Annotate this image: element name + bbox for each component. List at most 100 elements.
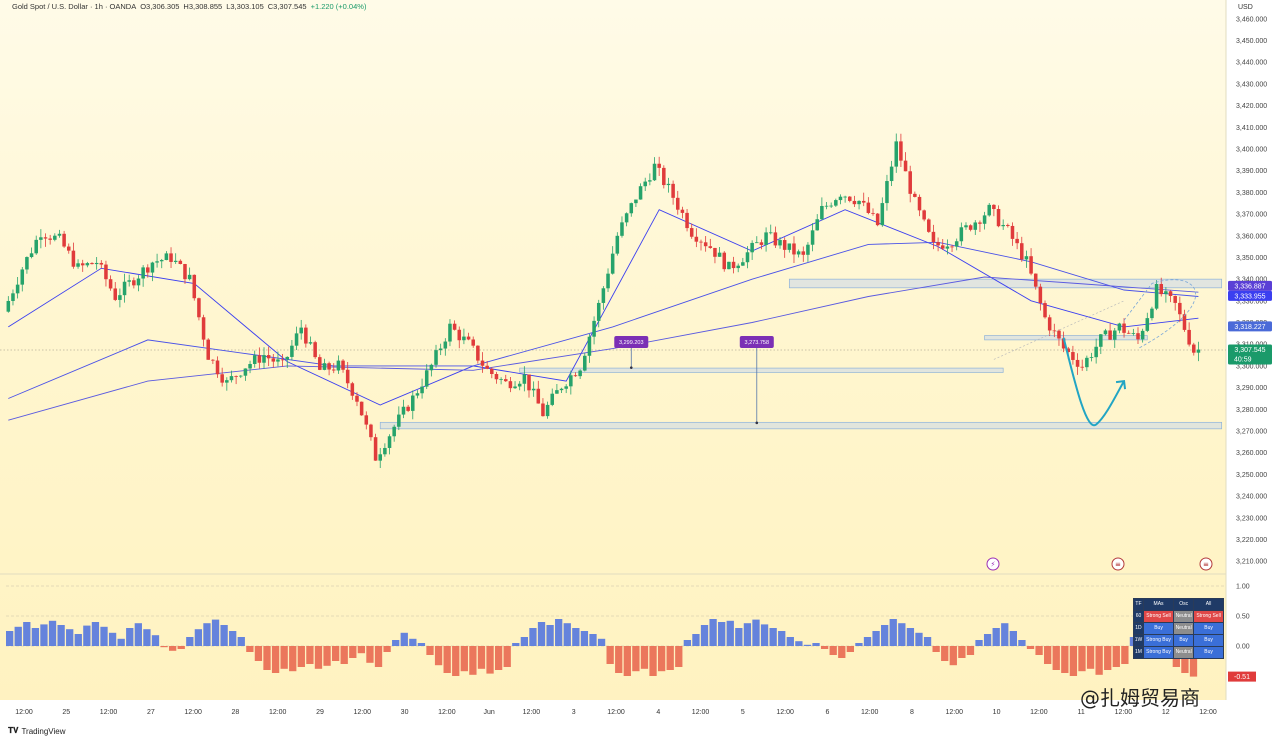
candle[interactable] bbox=[741, 262, 745, 266]
candle[interactable] bbox=[1150, 308, 1154, 319]
candle[interactable] bbox=[401, 406, 406, 415]
candle[interactable] bbox=[940, 245, 945, 249]
candle[interactable] bbox=[950, 246, 954, 248]
candle[interactable] bbox=[689, 228, 694, 237]
support-resistance-zone[interactable] bbox=[788, 278, 1223, 289]
candle[interactable] bbox=[1075, 359, 1080, 367]
candle[interactable] bbox=[1145, 318, 1150, 331]
candle[interactable] bbox=[550, 393, 555, 405]
candle[interactable] bbox=[871, 212, 875, 214]
candle[interactable] bbox=[699, 241, 703, 243]
candle[interactable] bbox=[387, 436, 392, 448]
candle[interactable] bbox=[1112, 330, 1117, 340]
candle[interactable] bbox=[782, 240, 787, 250]
candle[interactable] bbox=[1047, 317, 1052, 331]
candle[interactable] bbox=[136, 278, 141, 286]
candle[interactable] bbox=[987, 204, 991, 216]
candle[interactable] bbox=[383, 447, 387, 455]
indicator-value-tag[interactable] bbox=[1228, 671, 1256, 682]
candle[interactable] bbox=[25, 257, 29, 270]
symbol-title[interactable]: Gold Spot / U.S. Dollar · 1h · OANDA bbox=[12, 1, 137, 11]
candle[interactable] bbox=[768, 232, 773, 234]
candle[interactable] bbox=[141, 267, 145, 279]
candle[interactable] bbox=[843, 196, 847, 198]
candle[interactable] bbox=[411, 395, 415, 411]
candle[interactable] bbox=[1182, 314, 1187, 330]
candle[interactable] bbox=[1010, 225, 1015, 239]
candle[interactable] bbox=[1173, 295, 1177, 303]
price-tag[interactable] bbox=[1228, 290, 1272, 301]
candle[interactable] bbox=[452, 323, 457, 330]
candle[interactable] bbox=[322, 363, 327, 370]
candle[interactable] bbox=[922, 210, 926, 220]
candle[interactable] bbox=[1029, 256, 1033, 274]
candle[interactable] bbox=[183, 264, 187, 280]
candle[interactable] bbox=[331, 369, 336, 371]
candle[interactable] bbox=[113, 288, 118, 300]
candle[interactable] bbox=[1043, 303, 1047, 318]
candle[interactable] bbox=[248, 363, 252, 369]
candle[interactable] bbox=[685, 212, 689, 229]
candle[interactable] bbox=[1033, 273, 1038, 287]
support-resistance-zone[interactable] bbox=[519, 367, 1004, 373]
candle[interactable] bbox=[815, 219, 819, 231]
candle[interactable] bbox=[913, 193, 917, 197]
candle[interactable] bbox=[373, 437, 378, 461]
candle[interactable] bbox=[1140, 330, 1145, 340]
candle[interactable] bbox=[318, 357, 322, 370]
candle[interactable] bbox=[820, 205, 824, 220]
candle[interactable] bbox=[71, 250, 76, 267]
candle[interactable] bbox=[1071, 352, 1075, 360]
candle[interactable] bbox=[662, 167, 666, 186]
candle[interactable] bbox=[555, 390, 559, 394]
candle[interactable] bbox=[146, 267, 150, 273]
candle[interactable] bbox=[931, 231, 936, 243]
candle[interactable] bbox=[643, 181, 647, 187]
candle[interactable] bbox=[164, 253, 169, 261]
candle[interactable] bbox=[610, 253, 615, 274]
candle[interactable] bbox=[755, 242, 759, 244]
candle[interactable] bbox=[1020, 243, 1024, 260]
candle[interactable] bbox=[280, 359, 285, 361]
candle[interactable] bbox=[369, 424, 373, 438]
candle[interactable] bbox=[159, 260, 164, 262]
candle[interactable] bbox=[1103, 330, 1108, 335]
candle[interactable] bbox=[99, 262, 104, 265]
candle[interactable] bbox=[606, 273, 610, 289]
candle[interactable] bbox=[169, 253, 173, 262]
candle[interactable] bbox=[201, 317, 206, 340]
candle[interactable] bbox=[187, 274, 192, 280]
candle[interactable] bbox=[299, 327, 303, 334]
candle[interactable] bbox=[671, 183, 675, 198]
candle[interactable] bbox=[578, 370, 582, 377]
candle[interactable] bbox=[327, 363, 331, 370]
candle[interactable] bbox=[1099, 334, 1103, 347]
candle[interactable] bbox=[978, 222, 982, 224]
candle[interactable] bbox=[824, 205, 829, 207]
candle[interactable] bbox=[178, 260, 183, 265]
candle[interactable] bbox=[903, 160, 908, 172]
candle[interactable] bbox=[638, 186, 643, 200]
candle[interactable] bbox=[648, 180, 652, 182]
candle[interactable] bbox=[415, 393, 420, 396]
candle[interactable] bbox=[666, 183, 671, 186]
candle[interactable] bbox=[225, 380, 229, 383]
candle[interactable] bbox=[211, 359, 215, 361]
candle[interactable] bbox=[1136, 333, 1140, 340]
candle[interactable] bbox=[420, 386, 424, 394]
candle[interactable] bbox=[927, 219, 931, 232]
candle[interactable] bbox=[1024, 256, 1029, 260]
candle[interactable] bbox=[62, 233, 66, 247]
candle[interactable] bbox=[601, 288, 606, 303]
tradingview-logo[interactable]: 𝐓𝐕 TradingView bbox=[8, 726, 66, 736]
candle[interactable] bbox=[829, 205, 833, 207]
candle[interactable] bbox=[1196, 349, 1201, 353]
support-resistance-zone[interactable] bbox=[984, 335, 1148, 341]
candle[interactable] bbox=[527, 374, 531, 391]
price-tag[interactable] bbox=[1228, 321, 1272, 332]
moving-average-line[interactable] bbox=[8, 241, 1199, 399]
candle[interactable] bbox=[1001, 224, 1005, 227]
candle[interactable] bbox=[239, 375, 243, 377]
candle[interactable] bbox=[982, 215, 987, 224]
